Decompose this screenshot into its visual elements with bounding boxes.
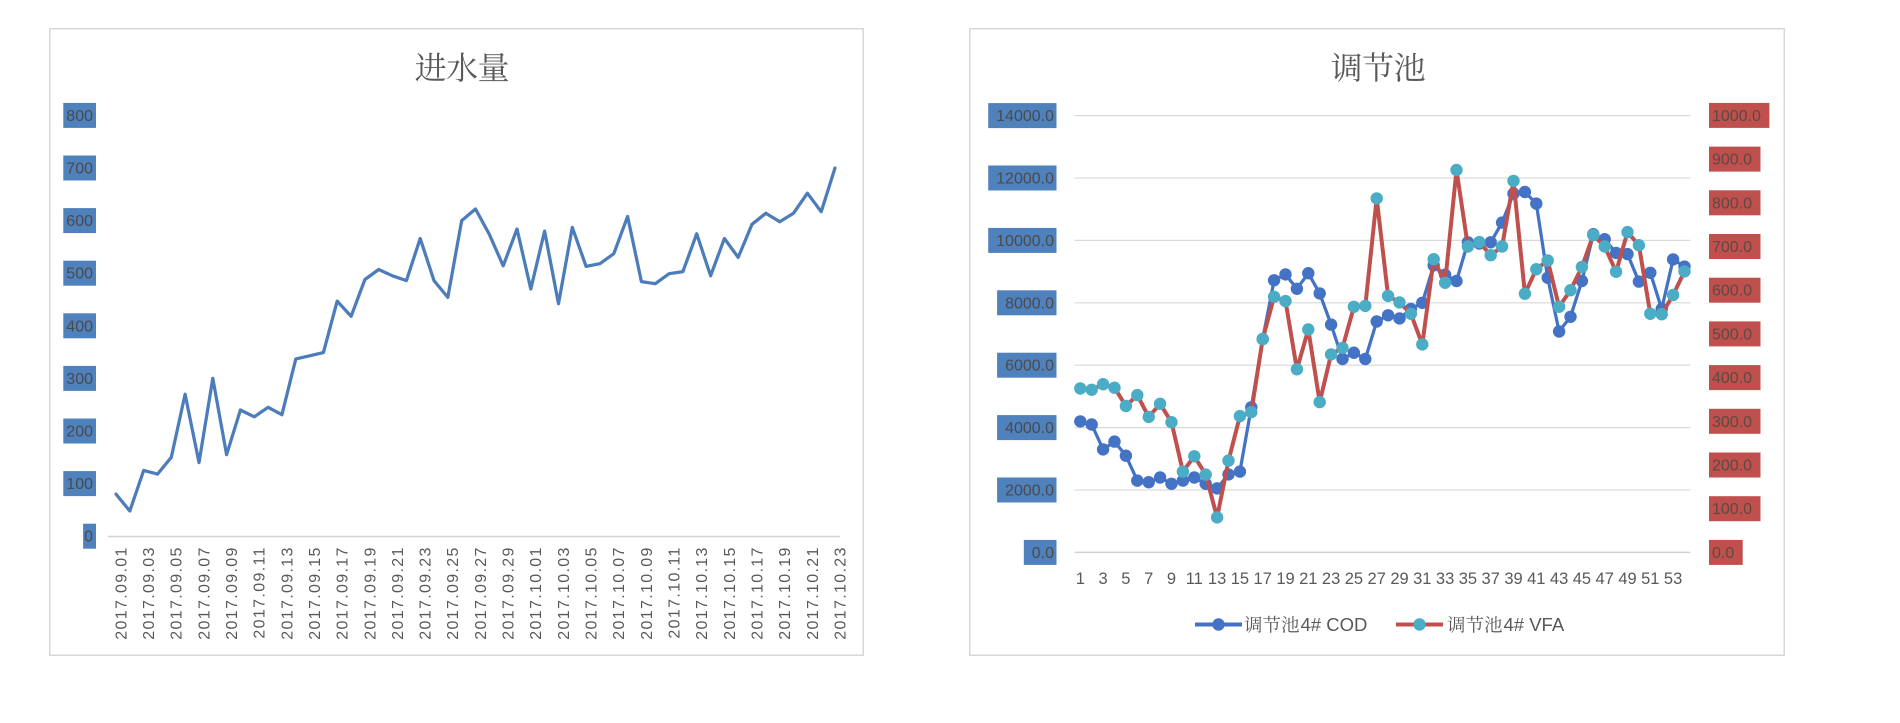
svg-text:3: 3 (1099, 570, 1108, 588)
svg-text:23: 23 (1322, 570, 1340, 588)
svg-text:2017.10.21: 2017.10.21 (805, 546, 822, 640)
svg-text:33: 33 (1436, 570, 1454, 588)
svg-text:49: 49 (1618, 570, 1636, 588)
svg-text:600.0: 600.0 (1712, 283, 1752, 300)
svg-text:600: 600 (66, 213, 93, 230)
svg-text:0.0: 0.0 (1032, 545, 1054, 562)
svg-text:12000.0: 12000.0 (996, 171, 1054, 188)
svg-text:2017.10.13: 2017.10.13 (694, 546, 711, 640)
svg-text:6000.0: 6000.0 (1005, 358, 1054, 375)
svg-text:0.0: 0.0 (1712, 545, 1734, 562)
svg-text:100: 100 (66, 476, 93, 493)
svg-text:2017.09.17: 2017.09.17 (335, 546, 352, 640)
svg-text:300: 300 (66, 371, 93, 388)
svg-text:2017.09.23: 2017.09.23 (418, 546, 435, 640)
svg-text:21: 21 (1299, 570, 1317, 588)
svg-text:2017.10.03: 2017.10.03 (556, 546, 573, 640)
svg-text:500.0: 500.0 (1712, 326, 1752, 343)
svg-text:4# COD: 4# COD (1301, 614, 1368, 635)
svg-text:200: 200 (66, 424, 93, 441)
svg-text:9: 9 (1167, 570, 1176, 588)
svg-text:2017.10.07: 2017.10.07 (611, 546, 628, 640)
svg-text:25: 25 (1345, 570, 1363, 588)
svg-text:900.0: 900.0 (1712, 152, 1752, 169)
svg-text:51: 51 (1641, 570, 1659, 588)
svg-text:2017.09.25: 2017.09.25 (445, 546, 462, 640)
svg-text:2017.10.17: 2017.10.17 (749, 546, 766, 640)
svg-text:14000.0: 14000.0 (996, 108, 1054, 125)
svg-text:41: 41 (1527, 570, 1545, 588)
svg-text:2017.09.03: 2017.09.03 (141, 546, 158, 640)
svg-text:2017.10.15: 2017.10.15 (722, 546, 739, 640)
svg-text:37: 37 (1482, 570, 1500, 588)
svg-text:2017.10.19: 2017.10.19 (777, 546, 794, 640)
svg-text:2017.09.01: 2017.09.01 (113, 546, 130, 640)
svg-text:2017.09.11: 2017.09.11 (252, 546, 269, 638)
svg-text:300.0: 300.0 (1712, 414, 1752, 431)
svg-text:39: 39 (1504, 570, 1522, 588)
svg-text:2017.10.01: 2017.10.01 (528, 546, 545, 640)
svg-text:15: 15 (1231, 570, 1249, 588)
svg-text:53: 53 (1664, 570, 1682, 588)
svg-text:10000.0: 10000.0 (996, 233, 1054, 250)
svg-text:0: 0 (84, 529, 93, 546)
svg-text:500: 500 (66, 266, 93, 283)
svg-text:17: 17 (1254, 570, 1272, 588)
svg-text:29: 29 (1390, 570, 1408, 588)
svg-text:400.0: 400.0 (1712, 370, 1752, 387)
svg-text:2017.10.11: 2017.10.11 (667, 546, 684, 638)
svg-text:31: 31 (1413, 570, 1431, 588)
svg-text:19: 19 (1276, 570, 1294, 588)
svg-text:47: 47 (1596, 570, 1614, 588)
svg-text:2017.09.07: 2017.09.07 (196, 546, 213, 640)
svg-text:2017.09.05: 2017.09.05 (169, 546, 186, 640)
svg-text:43: 43 (1550, 570, 1568, 588)
svg-text:2017.09.27: 2017.09.27 (473, 546, 490, 640)
svg-text:400: 400 (66, 318, 93, 335)
svg-text:2017.09.09: 2017.09.09 (224, 546, 241, 640)
svg-text:4000.0: 4000.0 (1005, 420, 1054, 437)
svg-text:200.0: 200.0 (1712, 458, 1752, 475)
svg-text:2017.09.13: 2017.09.13 (279, 546, 296, 640)
svg-text:2017.10.23: 2017.10.23 (832, 546, 849, 640)
svg-text:11: 11 (1186, 570, 1203, 588)
svg-text:2000.0: 2000.0 (1005, 483, 1054, 500)
svg-text:1: 1 (1076, 570, 1085, 588)
svg-text:2017.09.15: 2017.09.15 (307, 546, 324, 640)
svg-text:13: 13 (1208, 570, 1226, 588)
svg-text:8000.0: 8000.0 (1005, 295, 1054, 312)
svg-text:7: 7 (1144, 570, 1153, 588)
svg-text:700.0: 700.0 (1712, 239, 1752, 256)
svg-text:35: 35 (1459, 570, 1477, 588)
svg-text:2017.09.29: 2017.09.29 (501, 546, 518, 640)
svg-text:800.0: 800.0 (1712, 195, 1752, 212)
svg-text:5: 5 (1121, 570, 1130, 588)
svg-text:2017.09.19: 2017.09.19 (362, 546, 379, 640)
svg-text:2017.10.05: 2017.10.05 (584, 546, 601, 640)
svg-text:1000.0: 1000.0 (1712, 108, 1761, 125)
svg-text:27: 27 (1368, 570, 1386, 588)
svg-text:100.0: 100.0 (1712, 501, 1752, 518)
svg-text:800: 800 (66, 108, 93, 125)
svg-text:45: 45 (1573, 570, 1591, 588)
svg-text:4# VFA: 4# VFA (1504, 614, 1565, 635)
svg-text:2017.10.09: 2017.10.09 (639, 546, 656, 640)
svg-text:2017.09.21: 2017.09.21 (390, 546, 407, 640)
svg-text:700: 700 (66, 161, 93, 178)
